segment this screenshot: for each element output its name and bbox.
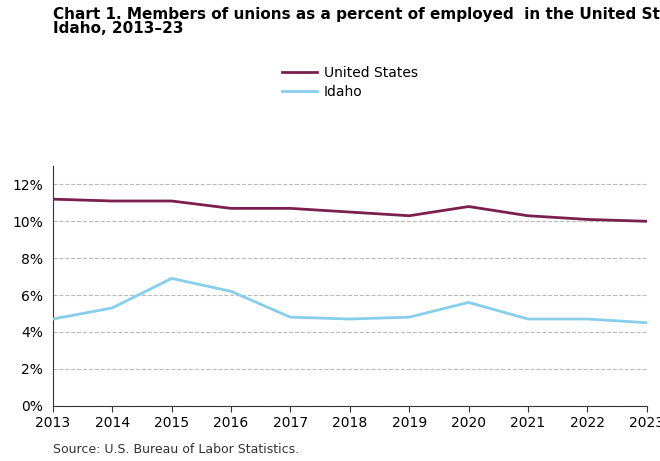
Idaho <box>643 320 651 325</box>
United States <box>49 196 57 202</box>
Text: Idaho, 2013–23: Idaho, 2013–23 <box>53 21 183 36</box>
United States <box>286 206 294 211</box>
United States <box>643 219 651 224</box>
United States <box>108 198 116 204</box>
Idaho <box>49 316 57 322</box>
Idaho <box>405 314 413 320</box>
Idaho <box>286 314 294 320</box>
Line: Idaho: Idaho <box>53 278 647 323</box>
United States <box>227 206 235 211</box>
Idaho <box>524 316 532 322</box>
Text: Chart 1. Members of unions as a percent of employed  in the United States and: Chart 1. Members of unions as a percent … <box>53 7 660 22</box>
Idaho <box>465 300 473 305</box>
Line: United States: United States <box>53 199 647 221</box>
Idaho <box>168 276 176 281</box>
United States <box>346 209 354 215</box>
United States <box>168 198 176 204</box>
Text: Source: U.S. Bureau of Labor Statistics.: Source: U.S. Bureau of Labor Statistics. <box>53 443 299 456</box>
United States <box>405 213 413 219</box>
United States <box>583 217 591 222</box>
Legend: United States, Idaho: United States, Idaho <box>277 60 423 105</box>
Idaho <box>108 305 116 311</box>
United States <box>465 204 473 209</box>
Idaho <box>346 316 354 322</box>
Idaho <box>227 289 235 294</box>
United States <box>524 213 532 219</box>
Idaho <box>583 316 591 322</box>
